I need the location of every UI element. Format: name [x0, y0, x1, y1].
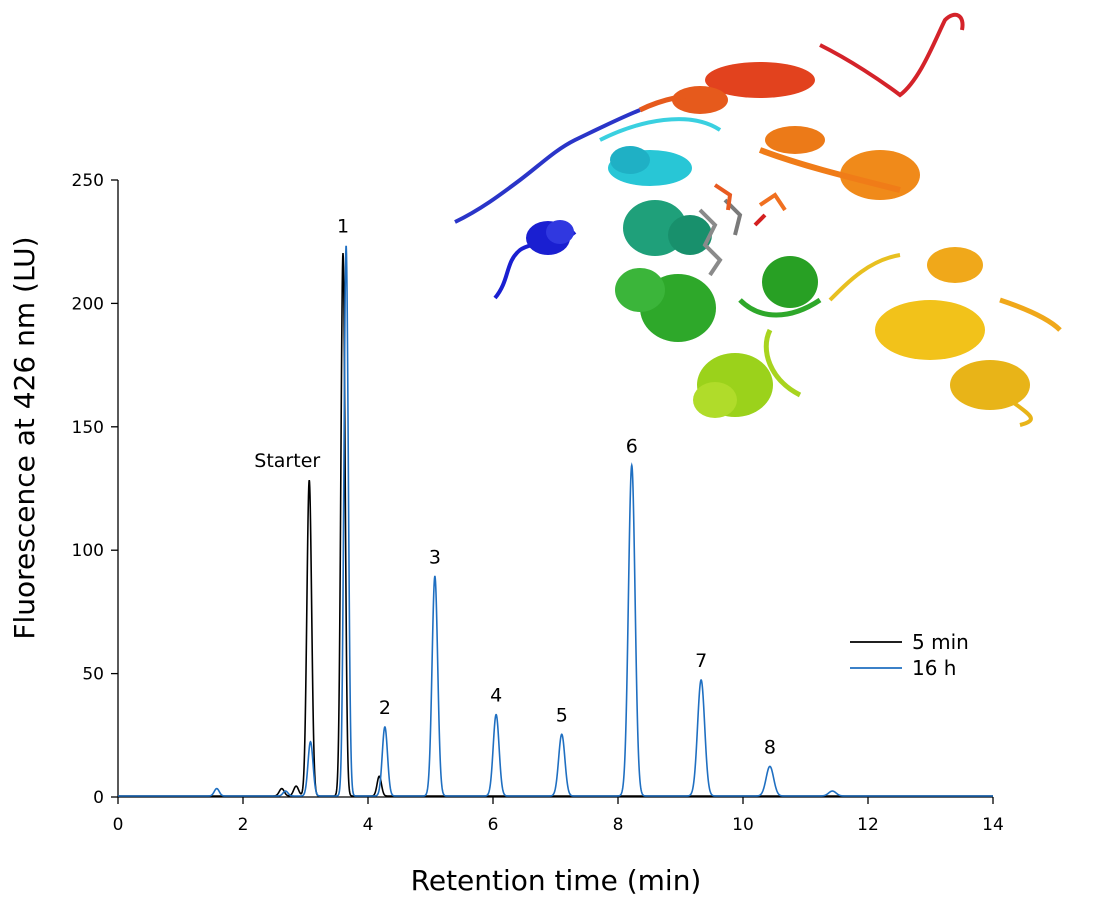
y-tick-label: 250	[72, 171, 104, 191]
y-tick-label: 200	[72, 294, 104, 314]
peak-label: 4	[490, 685, 502, 707]
protein-structure-image	[454, 12, 1062, 427]
x-tick-label: 14	[982, 815, 1004, 835]
y-tick-label: 50	[82, 665, 104, 685]
peak-label: 8	[764, 736, 776, 758]
peak-label: 6	[626, 435, 638, 457]
x-tick-label: 10	[732, 815, 754, 835]
x-tick-label: 2	[238, 815, 249, 835]
peak-label: 5	[556, 704, 568, 726]
y-tick-label: 150	[72, 418, 104, 438]
x-tick-label: 6	[488, 815, 499, 835]
peak-annotations: Starter 1 2 3 4 5 6 7 8	[254, 216, 776, 759]
x-axis-title: Retention time (min)	[411, 864, 702, 897]
x-axis-ticks: 0 2 4 6 8 10 12 14	[113, 797, 1004, 835]
peak-label: 7	[695, 650, 707, 672]
y-axis-ticks: 0 50 100 150 200 250	[72, 171, 118, 808]
y-axis-title: Fluorescence at 426 nm (LU)	[8, 236, 41, 639]
peak-label: 1	[337, 216, 349, 238]
series-line-sixteen-h	[118, 245, 993, 797]
y-tick-label: 100	[72, 541, 104, 561]
series-lines	[118, 245, 993, 797]
x-tick-label: 4	[363, 815, 374, 835]
peak-label: Starter	[254, 450, 320, 472]
legend-label: 16 h	[912, 656, 956, 680]
y-tick-label: 0	[93, 788, 104, 808]
plot-axes	[117, 180, 993, 798]
peak-label: 3	[429, 546, 441, 568]
x-tick-label: 12	[857, 815, 879, 835]
peak-label: 2	[379, 697, 391, 719]
x-tick-label: 0	[113, 815, 124, 835]
legend-label: 5 min	[912, 630, 969, 654]
x-tick-label: 8	[613, 815, 624, 835]
